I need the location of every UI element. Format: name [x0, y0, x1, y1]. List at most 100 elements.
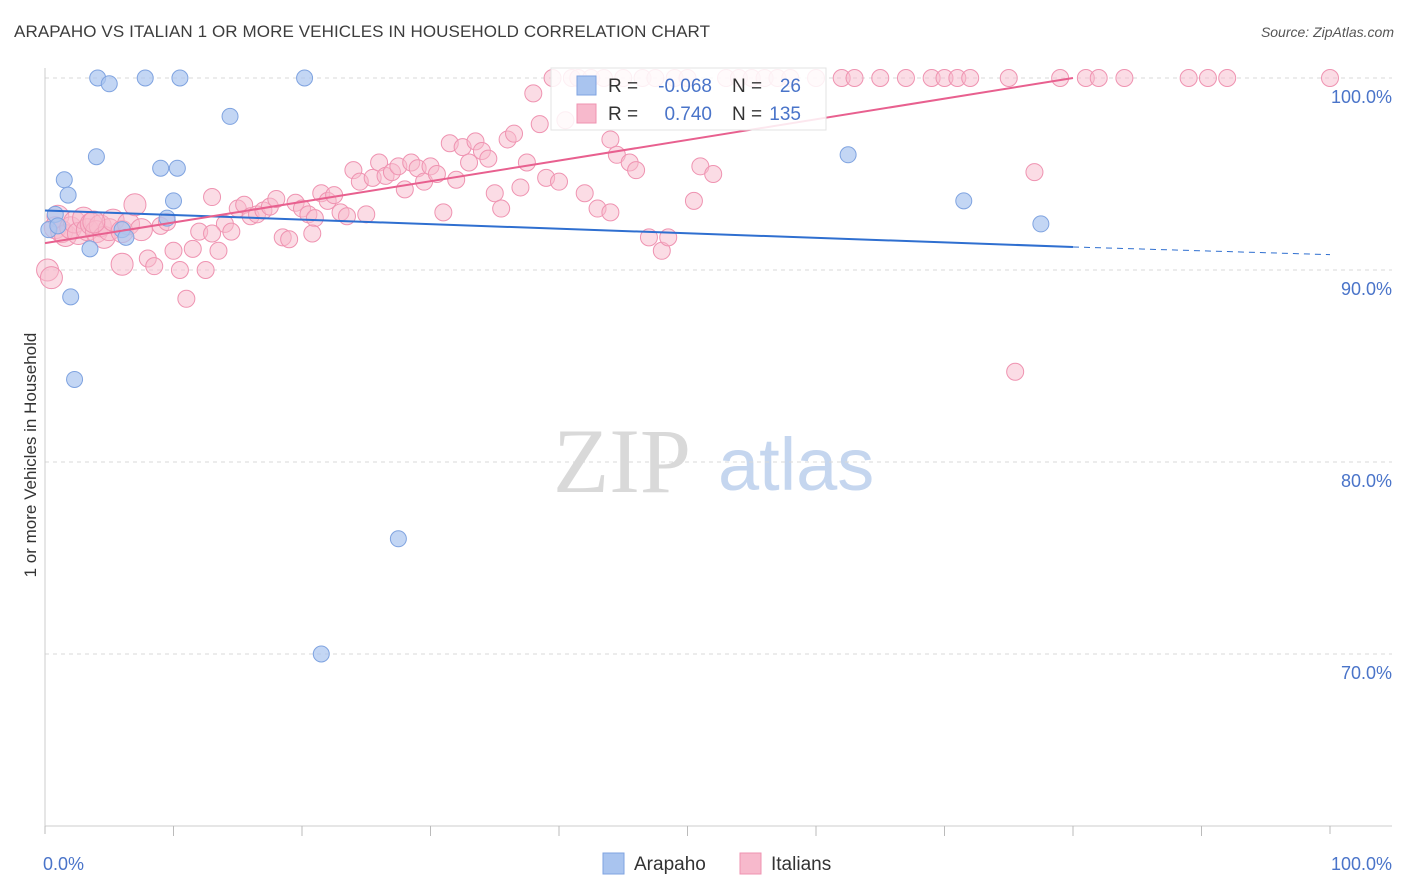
italian-point	[164, 241, 183, 260]
italian-point	[1198, 69, 1217, 87]
arapaho-point	[152, 159, 170, 177]
stats-r-arapaho: -0.068	[658, 76, 712, 97]
stats-n-label-1: N =	[732, 76, 762, 97]
italian-point	[517, 153, 536, 172]
stats-italian-swatch	[576, 103, 597, 124]
italian-point	[305, 209, 324, 228]
legend-italian-swatch	[739, 852, 762, 875]
arapaho-point	[87, 148, 105, 166]
axes	[44, 68, 1392, 836]
arapaho-point	[66, 370, 84, 388]
italian-trend-line	[44, 77, 1074, 245]
legend-italian-label: Italians	[771, 854, 831, 875]
italian-point	[627, 161, 646, 180]
italian-point	[485, 184, 504, 203]
italian-point	[999, 69, 1018, 87]
italian-point	[601, 203, 620, 222]
italian-point	[123, 193, 147, 217]
trend-lines	[44, 77, 1331, 256]
italian-point	[460, 153, 479, 172]
arapaho-point	[100, 75, 118, 93]
italian-point	[39, 266, 63, 290]
italian-point	[145, 257, 164, 276]
chart-title: ARAPAHO VS ITALIAN 1 OR MORE VEHICLES IN…	[14, 22, 711, 41]
y-tick-label: 90.0%	[1341, 279, 1392, 299]
arapaho-point	[1032, 215, 1050, 233]
italian-point	[601, 130, 620, 149]
italian-point	[845, 69, 864, 87]
italian-point	[303, 224, 322, 243]
italian-point	[1006, 362, 1025, 381]
arapaho-trend-extension	[1072, 246, 1331, 256]
italian-point	[492, 199, 511, 218]
arapaho-point	[136, 69, 154, 87]
arapaho-point	[839, 146, 857, 164]
stats-n-label-2: N =	[732, 104, 762, 125]
watermark-zip: ZIP	[553, 410, 691, 512]
arapaho-point	[312, 645, 330, 663]
italian-point	[196, 261, 215, 279]
italian-point	[82, 210, 106, 234]
italian-point	[203, 224, 222, 243]
italian-point	[575, 184, 594, 203]
italian-point	[183, 239, 202, 258]
tick-labels: 70.0% 80.0% 90.0% 100.0% 0.0% 100.0%	[43, 87, 1392, 874]
italian-point	[1218, 69, 1237, 87]
italian-point	[280, 230, 299, 249]
stats-r-italian: 0.740	[664, 104, 712, 125]
italian-point	[1115, 69, 1134, 87]
source-credit: Source: ZipAtlas.com	[1260, 24, 1394, 40]
arapaho-point	[171, 69, 189, 87]
legend-arapaho-swatch	[602, 852, 625, 875]
italian-point	[896, 69, 915, 87]
series-arapaho	[40, 69, 1050, 663]
arapaho-point	[955, 192, 973, 210]
italian-point	[357, 205, 376, 224]
gridlines	[45, 77, 1392, 655]
italian-point	[209, 241, 228, 260]
legend-arapaho-label: Arapaho	[634, 854, 706, 875]
italian-point	[1051, 69, 1070, 87]
italian-point	[267, 189, 286, 208]
series-italians	[36, 69, 1339, 381]
y-tick-label: 70.0%	[1341, 663, 1392, 683]
watermark-atlas: atlas	[718, 423, 874, 506]
italian-point	[110, 252, 134, 276]
italian-point	[170, 261, 189, 279]
italian-point	[1025, 163, 1044, 182]
arapaho-point	[55, 171, 73, 189]
arapaho-point	[168, 159, 186, 177]
stats-arapaho-swatch	[576, 75, 597, 96]
italian-point	[684, 191, 703, 210]
y-axis-label: 1 or more Vehicles in Household	[21, 333, 40, 578]
legend: Arapaho Italians	[602, 852, 831, 875]
italian-point	[177, 289, 196, 308]
arapaho-point	[221, 107, 239, 125]
arapaho-point	[81, 240, 99, 258]
arapaho-point	[59, 186, 77, 204]
stats-n-italian: 135	[769, 104, 801, 125]
italian-point	[511, 178, 530, 197]
italian-point	[447, 170, 466, 189]
italian-point	[427, 165, 446, 183]
italian-point	[871, 69, 890, 87]
arapaho-point	[296, 69, 314, 87]
italian-point	[434, 203, 453, 222]
italian-point	[704, 165, 723, 183]
italian-point	[505, 124, 524, 143]
x-tick-label: 100.0%	[1331, 854, 1392, 874]
italian-point	[639, 228, 658, 247]
arapaho-point	[62, 288, 80, 306]
italian-point	[1321, 69, 1339, 87]
italian-point	[550, 172, 568, 191]
italian-point	[1089, 69, 1108, 87]
stats-r-label-2: R =	[608, 104, 638, 125]
stats-r-label-1: R =	[608, 76, 638, 97]
stats-n-arapaho: 26	[780, 76, 801, 97]
italian-point	[524, 84, 543, 103]
stats-box: R = -0.068 N = 26 R = 0.740 N = 135	[550, 67, 827, 131]
x-tick-label: 0.0%	[43, 854, 84, 874]
italian-point	[530, 115, 549, 134]
arapaho-point	[49, 217, 67, 235]
